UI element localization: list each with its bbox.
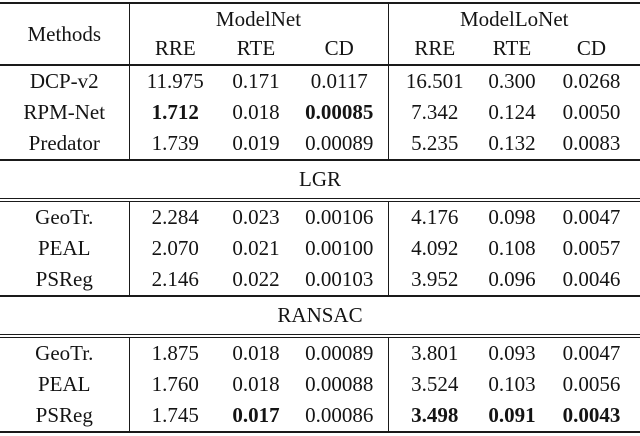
metric-cell: 3.952 (388, 264, 481, 297)
method-name: PEAL (0, 369, 130, 400)
metric-cell: 0.021 (232, 236, 280, 260)
section-title-ransac: RANSAC (0, 296, 640, 338)
metric-cell: 0.00085 (291, 97, 389, 128)
metric-cell: 1.760 (151, 372, 199, 396)
col-header-rre-modelnet: RRE (129, 35, 221, 66)
metric-cell: 0.0047 (562, 205, 621, 229)
metric-cell: 2.146 (129, 264, 221, 297)
metric-cell: 0.0117 (291, 65, 389, 97)
metric-cell: 0.0057 (562, 236, 621, 260)
method-name: RPM-Net (0, 97, 130, 128)
metric-cell: 16.501 (405, 69, 464, 93)
metric-cell: 0.108 (488, 236, 536, 260)
metric-cell: 0.124 (488, 100, 536, 124)
metric-cell: 0.132 (481, 128, 543, 161)
metric-cell: 0.093 (488, 341, 536, 365)
metric-cell: 0.0046 (543, 264, 640, 297)
method-name: DCP-v2 (0, 65, 130, 97)
method-name: GeoTr. (0, 336, 130, 369)
metric-cell: 4.176 (411, 205, 459, 229)
metric-cell: 0.096 (481, 264, 543, 297)
table-row: PSReg 1.745 0.017 0.00086 3.498 0.091 0.… (0, 400, 640, 432)
method-name: PEAL (0, 233, 130, 264)
metric-cell: 0.098 (488, 205, 536, 229)
methods-column-header: Methods (0, 3, 130, 66)
metric-cell: 0.0043 (562, 403, 621, 427)
group-header-modellonet: ModelLoNet (460, 7, 569, 31)
col-header-rte-modelnet: RTE (221, 35, 291, 66)
metric-cell: 0.018 (232, 372, 280, 396)
metric-cell: 0.0268 (562, 69, 621, 93)
metric-cell: 1.712 (151, 100, 199, 124)
metric-cell: 0.018 (232, 341, 280, 365)
metric-cell: 0.091 (488, 403, 536, 427)
metric-cell: 0.023 (232, 205, 280, 229)
method-name: PSReg (0, 264, 130, 297)
metric-cell: 2.284 (151, 205, 199, 229)
metric-cell: 3.524 (411, 372, 459, 396)
metric-cell: 1.739 (129, 128, 221, 161)
metric-cell: 0.00103 (291, 264, 389, 297)
metric-cell: 0.0047 (562, 341, 621, 365)
table-row: Predator 1.739 0.019 0.00089 5.235 0.132… (0, 128, 640, 161)
metric-cell: 0.00100 (291, 233, 389, 264)
metric-cell: 0.0083 (543, 128, 640, 161)
metric-cell: 3.498 (411, 403, 459, 427)
metric-cell: 0.022 (221, 264, 291, 297)
metric-cell: 0.00088 (291, 369, 389, 400)
header-row: Methods ModelNet ModelLoNet (0, 3, 640, 66)
metric-cell: 4.092 (411, 236, 459, 260)
metric-cell: 0.00089 (291, 336, 389, 369)
metric-cell: 11.975 (146, 69, 204, 93)
metric-cell: 1.875 (151, 341, 199, 365)
metric-cell: 2.070 (151, 236, 199, 260)
table-row: GeoTr. 2.284 0.023 0.00106 4.176 0.098 0… (0, 200, 640, 233)
metric-cell: 0.300 (488, 69, 536, 93)
metric-cell: 5.235 (388, 128, 481, 161)
metric-cell: 0.0056 (562, 372, 621, 396)
metric-cell: 0.018 (232, 100, 280, 124)
method-name: GeoTr. (0, 200, 130, 233)
metric-cell: 0.171 (232, 69, 280, 93)
col-header-rre-modellonet: RRE (388, 35, 481, 66)
metric-cell: 0.00089 (291, 128, 389, 161)
table-row: PEAL 1.760 0.018 0.00088 3.524 0.103 0.0… (0, 369, 640, 400)
metric-cell: 0.017 (232, 403, 280, 427)
subheader-row: RRE RTE CD RRE RTE CD (0, 35, 640, 66)
method-name: Predator (0, 128, 130, 161)
metric-cell: 1.745 (151, 403, 199, 427)
metric-cell: 7.342 (411, 100, 459, 124)
method-name: PSReg (0, 400, 130, 432)
metric-cell: 0.00086 (291, 400, 389, 432)
table-row: DCP-v2 11.975 0.171 0.0117 16.501 0.300 … (0, 65, 640, 97)
section-title-lgr: LGR (0, 160, 640, 202)
metric-cell: 3.801 (411, 341, 459, 365)
table-row: GeoTr. 1.875 0.018 0.00089 3.801 0.093 0… (0, 336, 640, 369)
col-header-cd-modellonet: CD (543, 35, 640, 66)
col-header-cd-modelnet: CD (291, 35, 389, 66)
table-row: RPM-Net 1.712 0.018 0.00085 7.342 0.124 … (0, 97, 640, 128)
group-header-modelnet: ModelNet (129, 3, 389, 35)
section-header-row: LGR (0, 160, 640, 202)
metric-cell: 0.019 (221, 128, 291, 161)
metric-cell: 0.0050 (562, 100, 621, 124)
metric-cell: 0.00106 (291, 200, 389, 233)
col-header-rte-modellonet: RTE (481, 35, 543, 66)
table-row: PEAL 2.070 0.021 0.00100 4.092 0.108 0.0… (0, 233, 640, 264)
section-header-row: RANSAC (0, 296, 640, 338)
metric-cell: 0.103 (488, 372, 536, 396)
table-row: PSReg 2.146 0.022 0.00103 3.952 0.096 0.… (0, 264, 640, 297)
